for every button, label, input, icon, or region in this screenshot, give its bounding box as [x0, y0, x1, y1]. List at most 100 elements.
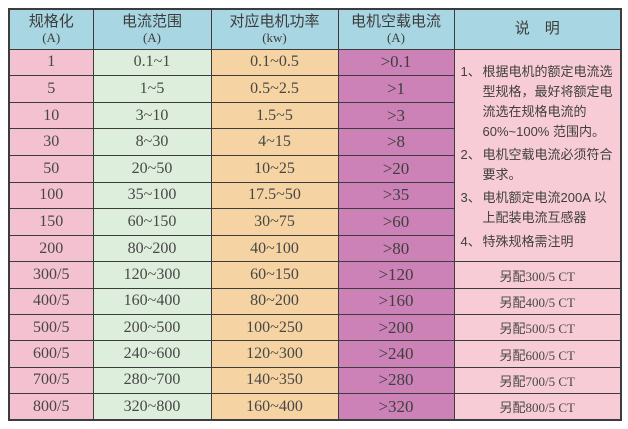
table-row: 1 0.1~1 0.1~0.5 >0.1 1、 根据电机的额定电流选型规格，最好…	[8, 48, 622, 263]
cell-motor-power: 40~100	[210, 234, 339, 263]
cell-current-range: 80~200	[92, 234, 212, 263]
note-item: 1、 根据电机的额定电流选型规格，最好将额定电流选在规格电流的60%~100% …	[461, 62, 615, 143]
col-header-no-load-current-title: 电机空载电流	[350, 12, 441, 30]
cell-spec: 1	[8, 48, 94, 77]
cell-motor-power: 100~250	[210, 314, 339, 342]
note-text: 特殊规格需注明	[482, 233, 574, 249]
cell-current-range: 35~100	[92, 181, 212, 210]
table-row: 500/5 200~500 100~250 >200 另配500/5 CT	[8, 314, 622, 342]
col-header-current-range: 电流范围 (A)	[92, 8, 212, 50]
note-item: 4、 特殊规格需注明	[461, 232, 615, 252]
cell-current-range: 0.1~1	[92, 48, 212, 77]
col-header-spec-unit: (A)	[42, 30, 61, 46]
cell-motor-power: 80~200	[210, 287, 339, 316]
cell-no-load-current: >120	[337, 261, 455, 289]
header-row: 规格化 (A) 电流范围 (A) 对应电机功率 (kw) 电机空载电流 (A) …	[8, 8, 622, 50]
cell-motor-power: 17.5~50	[210, 181, 339, 210]
cell-spec: 150	[8, 208, 94, 236]
cell-spec: 400/5	[8, 287, 94, 316]
cell-spec: 800/5	[8, 393, 94, 421]
table-row: 700/5 280~700 140~350 >280 另配700/5 CT	[8, 366, 622, 395]
cell-spec: 700/5	[8, 366, 94, 395]
note-number: 1、	[460, 63, 481, 79]
cell-current-range: 280~700	[92, 366, 212, 395]
cell-motor-power: 120~300	[210, 340, 339, 368]
table-row: 400/5 160~400 80~200 >160 另配400/5 CT	[8, 287, 622, 316]
cell-spec: 100	[8, 181, 94, 210]
cell-motor-power: 160~400	[210, 393, 339, 421]
cell-current-range: 60~150	[92, 208, 212, 236]
cell-current-range: 320~800	[92, 393, 212, 421]
cell-no-load-current: >8	[337, 128, 455, 156]
note-text: 电机额定电流200A 以上配装电流互感器	[482, 190, 607, 226]
cell-spec: 200	[8, 234, 94, 263]
cell-no-load-current: >20	[337, 154, 455, 183]
note-number: 3、	[460, 190, 481, 206]
cell-spec: 30	[8, 128, 94, 156]
cell-ct-note: 另配800/5 CT	[453, 393, 622, 421]
col-header-current-range-title: 电流范围	[121, 12, 182, 30]
cell-current-range: 160~400	[92, 287, 212, 316]
table-row: 5 1~5 0.5~2.5 >1	[8, 75, 621, 103]
col-header-spec: 规格化 (A)	[8, 8, 94, 50]
col-header-motor-power-title: 对应电机功率	[229, 12, 320, 30]
cell-no-load-current: >320	[337, 393, 455, 421]
cell-spec: 300/5	[8, 261, 94, 289]
col-header-current-range-unit: (A)	[142, 30, 162, 46]
table-row: 100 35~100 17.5~50 >35	[8, 181, 621, 210]
cell-no-load-current: >160	[337, 287, 455, 316]
cell-current-range: 200~500	[92, 314, 212, 342]
cell-no-load-current: >280	[337, 366, 455, 395]
table-row: 600/5 240~600 120~300 >240 另配600/5 CT	[8, 340, 622, 368]
cell-current-range: 3~10	[92, 101, 212, 130]
table-row: 150 60~150 30~75 >60	[8, 208, 621, 236]
note-text: 电机空载电流必须符合要求。	[482, 147, 613, 183]
cell-no-load-current: >1	[337, 75, 455, 103]
cell-spec: 50	[8, 154, 94, 183]
col-header-no-load-current: 电机空载电流 (A)	[337, 8, 455, 50]
note-item: 3、 电机额定电流200A 以上配装电流互感器	[461, 188, 615, 228]
cell-motor-power: 1.5~5	[210, 101, 339, 130]
cell-motor-power: 0.5~2.5	[210, 75, 339, 103]
notes-cell: 1、 根据电机的额定电流选型规格，最好将额定电流选在规格电流的60%~100% …	[453, 48, 622, 263]
cell-current-range: 120~300	[92, 261, 212, 289]
table-row: 200 80~200 40~100 >80	[8, 234, 621, 263]
note-number: 4、	[460, 233, 481, 249]
cell-no-load-current: >35	[337, 181, 455, 210]
note-text: 根据电机的额定电流选型规格，最好将额定电流选在规格电流的60%~100% 范围内…	[482, 63, 613, 139]
cell-no-load-current: >200	[337, 314, 455, 342]
cell-ct-note: 另配500/5 CT	[453, 314, 622, 342]
cell-motor-power: 10~25	[210, 154, 339, 183]
note-number: 2、	[460, 147, 481, 163]
table-row: 300/5 120~300 60~150 >120 另配300/5 CT	[8, 261, 622, 289]
cell-no-load-current: >80	[337, 234, 455, 263]
cell-spec: 600/5	[8, 340, 94, 368]
cell-spec: 500/5	[8, 314, 94, 342]
col-header-notes-title: 说 明	[514, 19, 560, 37]
cell-ct-note: 另配700/5 CT	[453, 366, 622, 395]
col-header-motor-power: 对应电机功率 (kw)	[210, 8, 339, 50]
motor-spec-table: 规格化 (A) 电流范围 (A) 对应电机功率 (kw) 电机空载电流 (A) …	[8, 8, 622, 421]
cell-no-load-current: >240	[337, 340, 455, 368]
col-header-notes: 说 明	[453, 8, 622, 50]
note-item: 2、 电机空载电流必须符合要求。	[461, 145, 615, 185]
cell-spec: 5	[8, 75, 94, 103]
cell-no-load-current: >60	[337, 208, 455, 236]
cell-no-load-current: >0.1	[337, 48, 455, 77]
table-row: 10 3~10 1.5~5 >3	[8, 101, 621, 130]
cell-current-range: 20~50	[92, 154, 212, 183]
table-row: 800/5 320~800 160~400 >320 另配800/5 CT	[8, 393, 622, 421]
cell-motor-power: 30~75	[210, 208, 339, 236]
cell-motor-power: 4~15	[210, 128, 339, 156]
cell-motor-power: 60~150	[210, 261, 339, 289]
cell-ct-note: 另配400/5 CT	[453, 287, 622, 316]
cell-ct-note: 另配600/5 CT	[453, 340, 622, 368]
col-header-motor-power-unit: (kw)	[262, 30, 287, 46]
cell-current-range: 1~5	[92, 75, 212, 103]
cell-motor-power: 0.1~0.5	[210, 48, 339, 77]
cell-spec: 10	[8, 101, 94, 130]
col-header-no-load-current-unit: (A)	[386, 30, 406, 46]
cell-no-load-current: >3	[337, 101, 455, 130]
cell-current-range: 8~30	[92, 128, 212, 156]
